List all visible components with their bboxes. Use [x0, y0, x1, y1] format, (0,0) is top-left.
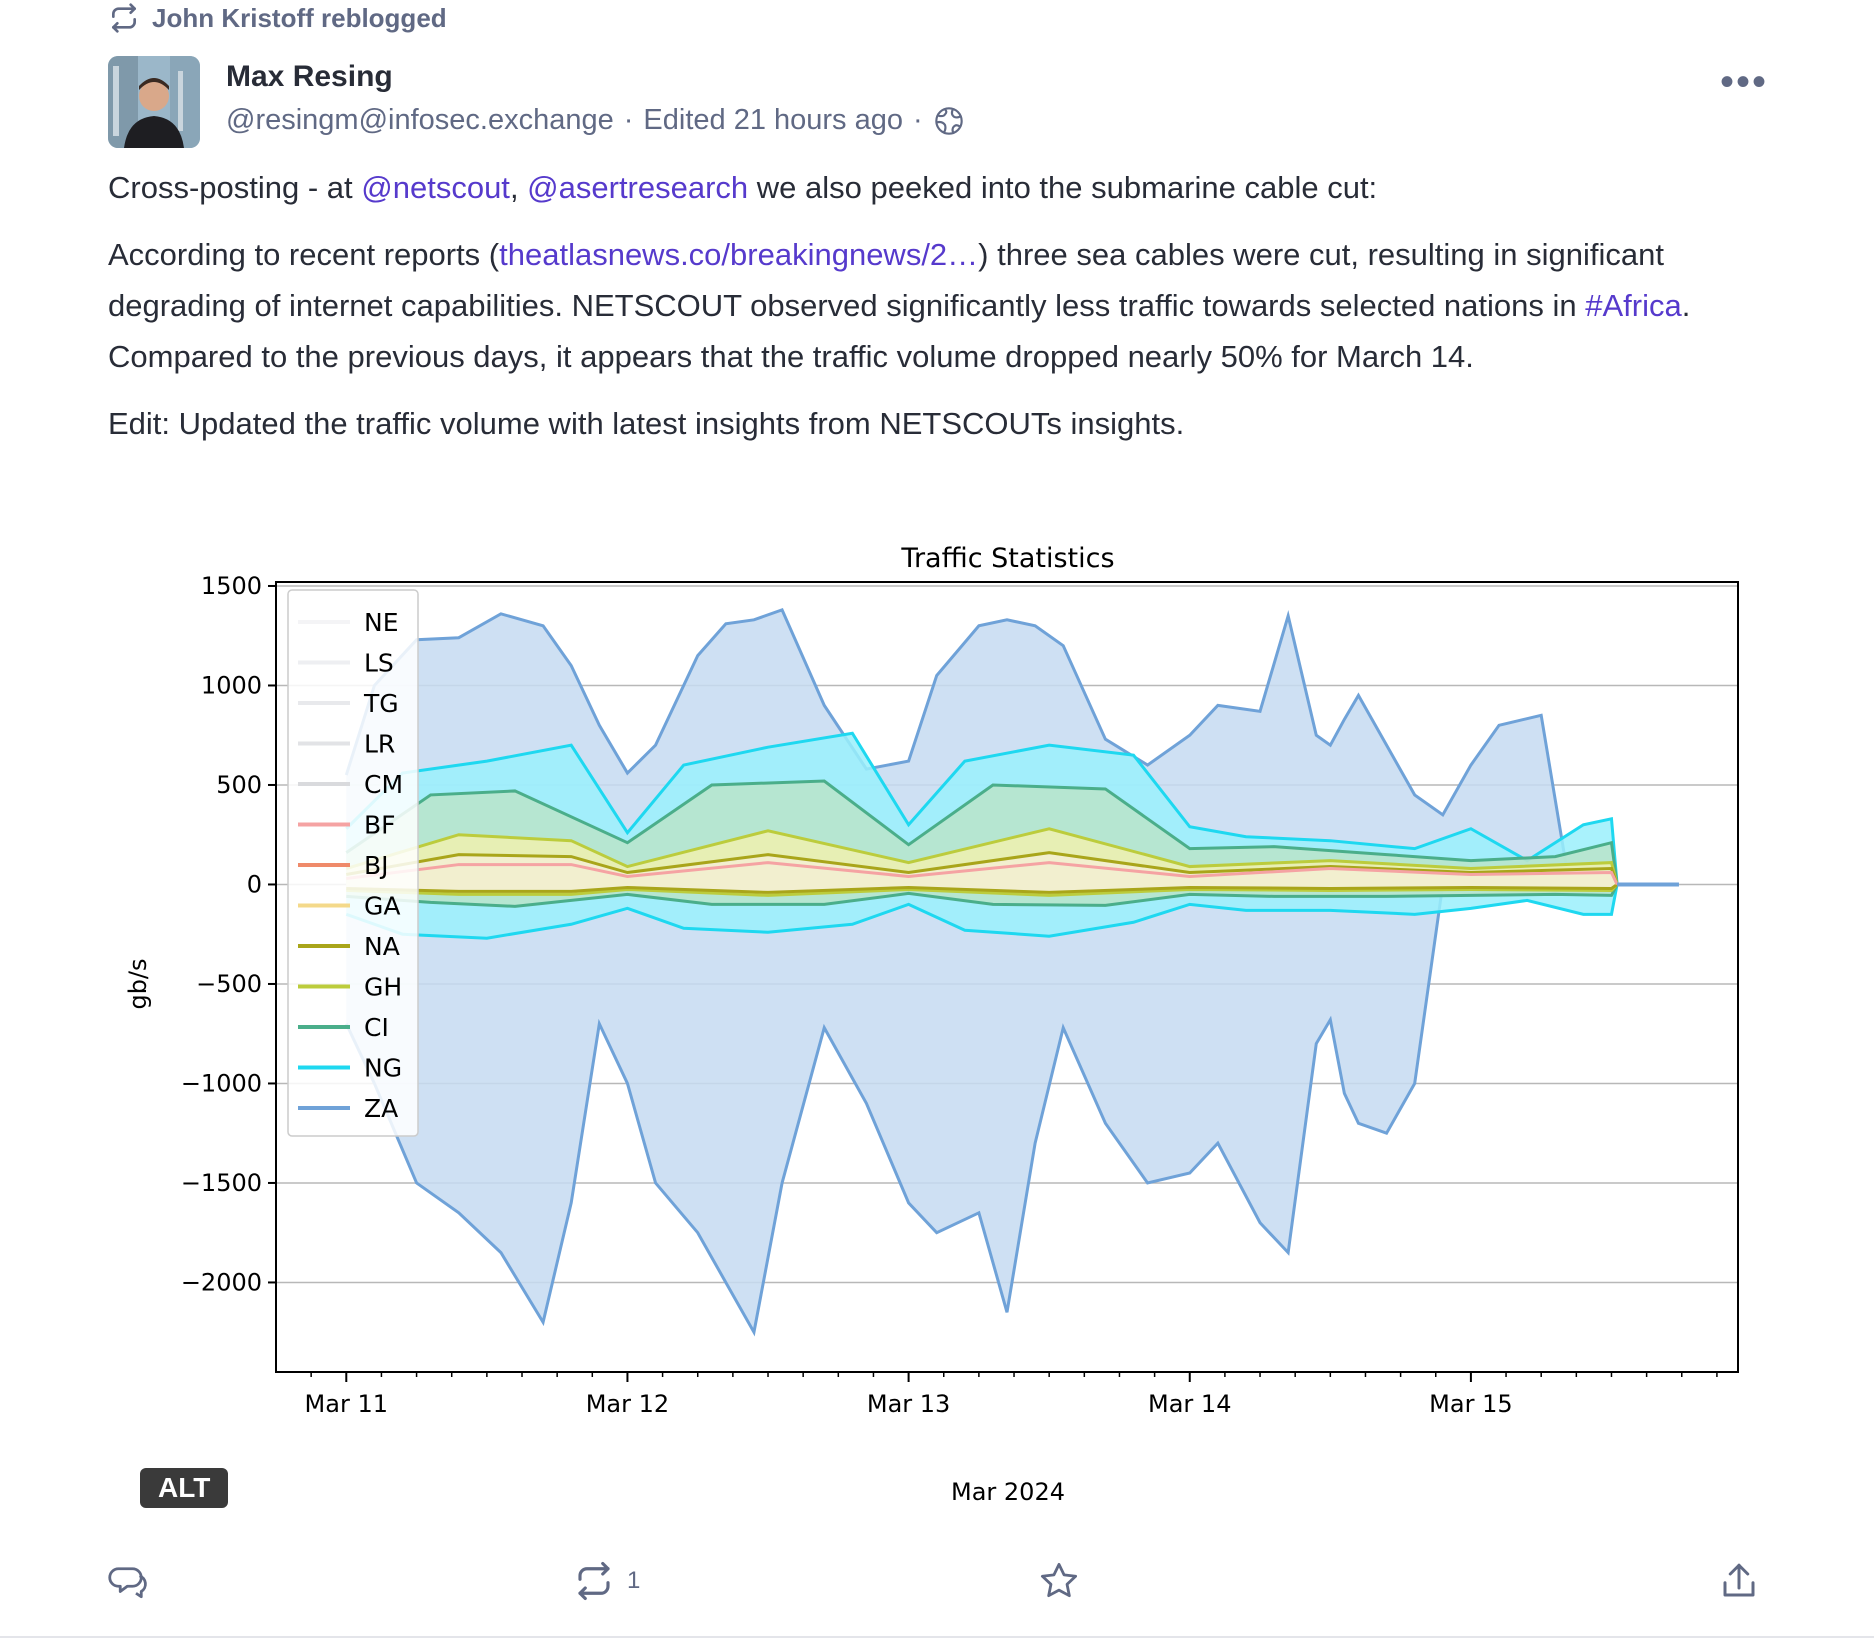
legend-label: GH: [364, 973, 402, 1002]
na-lower-line: [346, 883, 1618, 894]
x-tick-label: Mar 11: [305, 1390, 388, 1418]
y-tick-label: −500: [196, 970, 262, 998]
boost-count: 1: [627, 1567, 641, 1594]
y-tick-label: 0: [247, 870, 262, 898]
traffic-chart: 1500 1000 500 0 −500 −1000 −1500 −2000 Mar 11 Mar…: [124, 543, 1739, 1506]
ng-lower-line: [345, 884, 1619, 940]
plot-border: [275, 581, 1739, 1373]
reply-button[interactable]: [108, 1560, 150, 1602]
y-tick-label: 1000: [201, 671, 262, 699]
reply-icon: [108, 1567, 147, 1599]
post-divider: [0, 1636, 1874, 1638]
legend-label: LR: [364, 730, 395, 759]
na-area: [346, 852, 1618, 893]
y-tick-label: 500: [216, 771, 262, 799]
post-actions: 1: [108, 1560, 1768, 1610]
legend-label: NA: [364, 932, 400, 961]
globe-icon: [934, 106, 963, 135]
x-tick-label: Mar 12: [586, 1390, 669, 1418]
legend-label: NG: [364, 1054, 402, 1083]
legend-label: BF: [364, 811, 396, 840]
legend-label: CM: [364, 770, 403, 799]
mention-asertresearch[interactable]: @asertresearch: [527, 170, 749, 205]
avatar[interactable]: [108, 56, 200, 148]
author-display-name[interactable]: Max Resing: [226, 60, 393, 93]
author-handle[interactable]: @resingm@infosec.exchange: [226, 104, 614, 136]
star-icon: [1040, 1562, 1078, 1598]
bf-line: [346, 861, 1619, 886]
legend-label: GA: [364, 892, 400, 921]
legend-label: BJ: [364, 851, 389, 880]
ci-upper-line: [345, 779, 1619, 885]
y-tick-label: −1500: [181, 1169, 262, 1197]
gh-upper-line: [345, 827, 1619, 885]
post-paragraph-3: Edit: Updated the traffic volume with la…: [108, 406, 1185, 441]
mention-netscout[interactable]: @netscout: [361, 170, 510, 205]
ci-lower-line: [346, 883, 1619, 908]
alt-text-badge[interactable]: ALT: [140, 1468, 229, 1508]
post-paragraph-2: According to recent reports (theatlasnew…: [108, 237, 1691, 374]
repeat-icon: [112, 3, 136, 33]
more-options-button[interactable]: •••: [1719, 60, 1768, 104]
post-content: Cross-posting - at @netscout, @asertrese…: [108, 162, 1768, 465]
meta-separator: ·: [623, 104, 634, 136]
reblog-header[interactable]: John Kristoff reblogged: [108, 2, 447, 34]
boost-button[interactable]: 1: [573, 1560, 640, 1602]
share-icon: [1723, 1563, 1755, 1597]
gh-lower-line: [346, 883, 1619, 897]
boost-icon: [578, 1561, 610, 1601]
reblog-text: John Kristoff reblogged: [152, 2, 447, 33]
x-tick-label: Mar 13: [867, 1390, 950, 1418]
x-tick-label: Mar 15: [1429, 1390, 1512, 1418]
legend-box: [287, 589, 419, 1137]
ng-upper-line: [345, 731, 1619, 885]
x-tick-label: Mar 14: [1148, 1390, 1231, 1418]
share-button[interactable]: [1718, 1560, 1760, 1602]
edited-timestamp[interactable]: Edited 21 hours ago: [643, 104, 903, 136]
legend-label: CI: [364, 1013, 389, 1042]
media-attachment[interactable]: 1500 1000 500 0 −500 −1000 −1500 −2000 Mar 11 Mar…: [108, 522, 1768, 1522]
legend-label: TG: [363, 689, 399, 718]
chart-ylabel: gb/s: [124, 958, 152, 1009]
chart-title: Traffic Statistics: [900, 543, 1114, 574]
article-link[interactable]: theatlasnews.co/breakingnews/2…: [499, 237, 979, 272]
meta-separator: ·: [913, 104, 923, 136]
legend-label: NE: [364, 608, 399, 637]
y-tick-label: −1000: [181, 1069, 262, 1097]
na-upper-line: [346, 851, 1619, 885]
favourite-button[interactable]: [1038, 1560, 1080, 1602]
za-upper-line: [344, 607, 1674, 886]
author-meta: @resingm@infosec.exchange · Edited 21 ho…: [226, 104, 965, 137]
post-paragraph-1: Cross-posting - at @netscout, @asertrese…: [108, 170, 1378, 205]
legend-label: LS: [364, 649, 394, 678]
hashtag-africa[interactable]: #Africa: [1585, 288, 1682, 323]
y-tick-label: 1500: [201, 572, 262, 600]
legend-label: ZA: [364, 1094, 398, 1123]
chart-xlabel: Mar 2024: [951, 1478, 1065, 1506]
y-tick-label: −2000: [181, 1268, 262, 1296]
